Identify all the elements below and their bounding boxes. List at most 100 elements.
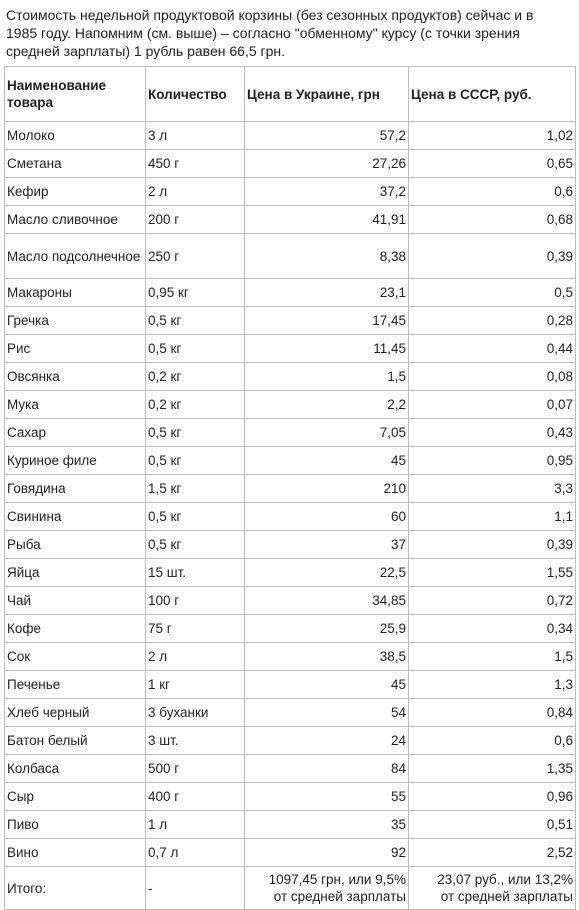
cell-name: Сметана [4,149,146,178]
intro-text: Стоимость недельной продуктовой корзины … [6,7,534,59]
cell-qty: 0,5 кг [145,446,245,475]
table-row: Сахар 0,5 кг 7,05 0,43 [4,418,576,447]
cell-qty: 75 г [145,614,245,643]
table-row: Кофе 75 г 25,9 0,34 [4,614,576,643]
cell-name: Масло подсолнечное [4,233,146,279]
cell-price-ussr: 0,84 [408,698,576,727]
cell-qty: 2 л [145,177,245,206]
cell-qty: 0,7 л [145,838,245,867]
cell-qty: 1,5 кг [145,474,245,503]
cell-price-ua: 35 [244,810,409,839]
cell-price-ua: 25,9 [244,614,409,643]
cell-price-ua: 60 [244,502,409,531]
header-qty: Количество [145,66,245,122]
header-row: Наименование товара Количество Цена в Ук… [4,66,576,122]
total-price-ussr: 23,07 руб., или 13,2% от средней зарплат… [408,866,576,910]
cell-name: Мука [4,390,146,419]
table-row: Чай 100 г 34,85 0,72 [4,586,576,615]
cell-name: Вино [4,838,146,867]
cell-name: Свинина [4,502,146,531]
table-row: Батон белый 3 шт. 24 0,6 [4,726,576,755]
cell-price-ua: 22,5 [244,558,409,587]
cell-qty: 0,5 кг [145,306,245,335]
cell-qty: 0,5 кг [145,334,245,363]
total-ussr-line1: 23,07 руб., или 13,2% [437,872,573,887]
cell-price-ussr: 0,43 [408,418,576,447]
total-ua-line2: от средней зарплаты [273,889,406,904]
table-row: Вино 0,7 л 92 2,52 [4,838,576,867]
cell-qty: 3 буханки [145,698,245,727]
cell-price-ussr: 1,35 [408,754,576,783]
cell-name: Куриное филе [4,446,146,475]
cell-price-ua: 1,5 [244,362,409,391]
cell-price-ussr: 0,65 [408,149,576,178]
cell-qty: 500 г [145,754,245,783]
header-price-ua: Цена в Украине, грн [244,66,409,122]
table-row: Кефир 2 л 37,2 0,6 [4,177,576,206]
cell-price-ussr: 1,1 [408,502,576,531]
cell-price-ussr: 2,52 [408,838,576,867]
cell-price-ua: 92 [244,838,409,867]
cell-name: Печенье [4,670,146,699]
cell-price-ua: 7,05 [244,418,409,447]
cell-price-ua: 55 [244,782,409,811]
table-row: Масло сливочное 200 г 41,91 0,68 [4,205,576,234]
cell-price-ussr: 0,44 [408,334,576,363]
cell-price-ua: 38,5 [244,642,409,671]
header-price-ussr: Цена в СССР, руб. [408,66,576,122]
cell-price-ua: 84 [244,754,409,783]
table-row: Говядина 1,5 кг 210 3,3 [4,474,576,503]
cell-price-ua: 11,45 [244,334,409,363]
table-row: Пиво 1 л 35 0,51 [4,810,576,839]
cell-qty: 100 г [145,586,245,615]
cell-qty: 0,95 кг [145,278,245,307]
table-row: Сок 2 л 38,5 1,5 [4,642,576,671]
cell-name: Хлеб черный [4,698,146,727]
cell-qty: 450 г [145,149,245,178]
table-body: Молоко 3 л 57,2 1,02 Сметана 450 г 27,26 0,65 Ке… [4,121,576,867]
cell-name: Масло сливочное [4,205,146,234]
total-ua-line1: 1097,45 грн, или 9,5% [268,872,406,887]
cell-qty: 200 г [145,205,245,234]
table-row: Масло подсолнечное 250 г 8,38 0,39 [4,233,576,279]
cell-qty: 0,5 кг [145,418,245,447]
cell-name: Кофе [4,614,146,643]
table-row: Рыба 0,5 кг 37 0,39 [4,530,576,559]
cell-qty: 0,2 кг [145,362,245,391]
cell-price-ussr: 0,28 [408,306,576,335]
cell-price-ussr: 0,6 [408,177,576,206]
cell-price-ua: 210 [244,474,409,503]
total-label: Итого: [4,866,146,910]
table-row: Сметана 450 г 27,26 0,65 [4,149,576,178]
table-row: Печенье 1 кг 45 1,3 [4,670,576,699]
price-table: Наименование товара Количество Цена в Ук… [4,66,576,910]
cell-price-ua: 8,38 [244,233,409,279]
cell-price-ua: 54 [244,698,409,727]
cell-name: Рис [4,334,146,363]
cell-price-ua: 23,1 [244,278,409,307]
cell-price-ua: 27,26 [244,149,409,178]
cell-name: Овсянка [4,362,146,391]
cell-price-ussr: 1,55 [408,558,576,587]
cell-name: Колбаса [4,754,146,783]
cell-qty: 250 г [145,233,245,279]
table-row: Куриное филе 0,5 кг 45 0,95 [4,446,576,475]
cell-price-ua: 17,45 [244,306,409,335]
cell-name: Батон белый [4,726,146,755]
cell-name: Говядина [4,474,146,503]
cell-name: Макароны [4,278,146,307]
table-row: Свинина 0,5 кг 60 1,1 [4,502,576,531]
cell-price-ussr: 0,96 [408,782,576,811]
cell-name: Яйца [4,558,146,587]
cell-qty: 15 шт. [145,558,245,587]
cell-name: Рыба [4,530,146,559]
cell-price-ussr: 1,02 [408,121,576,150]
cell-qty: 1 л [145,810,245,839]
cell-price-ussr: 0,39 [408,233,576,279]
cell-price-ussr: 0,95 [408,446,576,475]
cell-name: Чай [4,586,146,615]
cell-price-ussr: 0,5 [408,278,576,307]
total-qty: - [145,866,245,910]
cell-qty: 3 л [145,121,245,150]
cell-price-ua: 24 [244,726,409,755]
